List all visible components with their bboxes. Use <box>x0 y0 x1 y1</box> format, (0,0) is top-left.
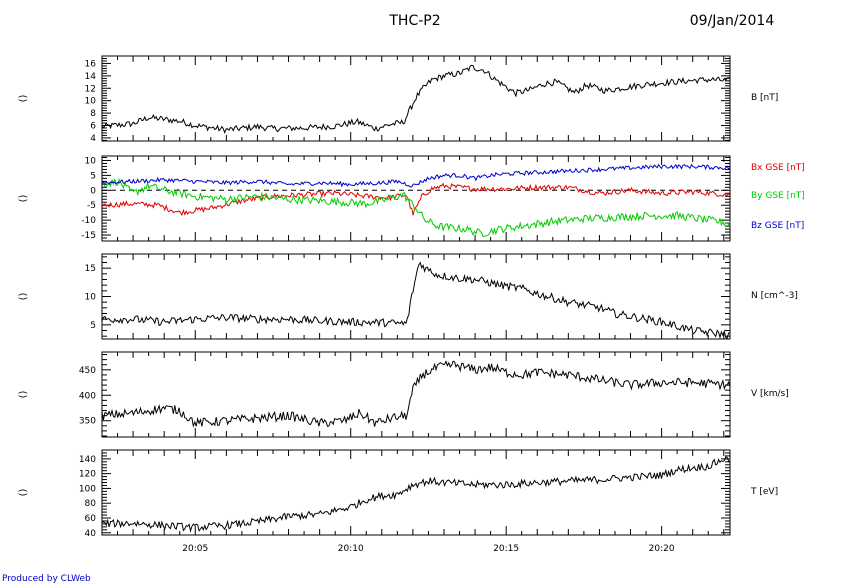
y-tick-label: 4 <box>90 134 96 144</box>
x-tick-label: 20:20 <box>649 544 675 554</box>
y-tick-label: 5 <box>90 321 96 331</box>
y-tick-label: 120 <box>79 470 96 480</box>
legend-label: B [nT] <box>751 93 778 103</box>
y-tick-label: -15 <box>81 231 96 241</box>
y-tick-label: -5 <box>87 201 96 211</box>
y-axis-label: () <box>18 391 29 399</box>
legend-label: Bx GSE [nT] <box>751 163 805 173</box>
x-tick-label: 20:10 <box>338 544 364 554</box>
y-axis-label: () <box>18 95 29 103</box>
series-line-3 <box>101 163 731 188</box>
series-line-1 <box>101 64 731 135</box>
y-axis-label: () <box>18 489 29 497</box>
y-tick-label: 140 <box>79 455 96 465</box>
series-line-1 <box>101 456 731 533</box>
x-tick-label: 20:05 <box>182 544 208 554</box>
y-tick-label: 14 <box>85 72 97 82</box>
y-tick-label: 0 <box>90 186 96 196</box>
y-tick-label: 6 <box>90 121 96 131</box>
panel-3: 5 10 15 () N [cm^-3] <box>18 253 798 340</box>
y-tick-label: -10 <box>81 216 96 226</box>
legend-label: By GSE [nT] <box>751 191 805 201</box>
y-tick-label: 10 <box>85 293 97 303</box>
legend-label: T [eV] <box>750 487 778 497</box>
legend-label: N [cm^-3] <box>751 291 798 301</box>
y-tick-label: 100 <box>79 484 96 494</box>
y-axis-label: () <box>18 195 29 203</box>
y-tick-label: 10 <box>85 97 97 107</box>
series-line-1 <box>101 182 731 217</box>
y-tick-label: 80 <box>85 499 97 509</box>
panel-2: -15 -10 -5 0 5 10 () Bx GSE [nT] By GSE [nT] Bz G… <box>18 155 805 242</box>
y-tick-label: 8 <box>90 109 96 119</box>
y-tick-label: 5 <box>90 171 96 181</box>
y-axis-label: () <box>18 293 29 301</box>
y-tick-label: 15 <box>85 264 96 274</box>
panel-1: 4 6 8 10 12 14 16 () B [nT] <box>18 55 778 144</box>
y-tick-label: 40 <box>85 529 97 539</box>
panel-5: 40 60 80 100 120 140 () T [eV] 20:05 20:10 20:15 20… <box>18 449 778 554</box>
figure-title: THC-P2 <box>388 13 440 29</box>
y-tick-label: 60 <box>85 514 97 524</box>
legend-label: V [km/s] <box>751 389 789 399</box>
series-line-1 <box>101 261 731 340</box>
legend-label: Bz GSE [nT] <box>751 221 804 231</box>
panel-frame <box>101 449 731 536</box>
x-tick-label: 20:15 <box>493 544 519 554</box>
y-tick-label: 12 <box>85 84 96 94</box>
y-tick-label: 400 <box>79 391 96 401</box>
y-tick-label: 16 <box>85 59 97 69</box>
y-tick-label: 450 <box>79 366 96 376</box>
panel-frame <box>101 351 731 438</box>
series-line-1 <box>101 360 731 428</box>
panel-frame <box>101 155 731 242</box>
y-tick-label: 350 <box>79 417 96 427</box>
panel-4: 350 400 450 () V [km/s] <box>18 351 789 438</box>
y-tick-label: 10 <box>85 156 97 166</box>
series-line-2 <box>101 178 731 237</box>
panels-group: 4 6 8 10 12 14 16 () B [nT] -15 -10 -5 0 5 10 () Bx GSE … <box>18 55 805 554</box>
figure-date: 09/Jan/2014 <box>690 13 775 29</box>
footer-credit: Produced by CLWeb <box>2 574 91 584</box>
